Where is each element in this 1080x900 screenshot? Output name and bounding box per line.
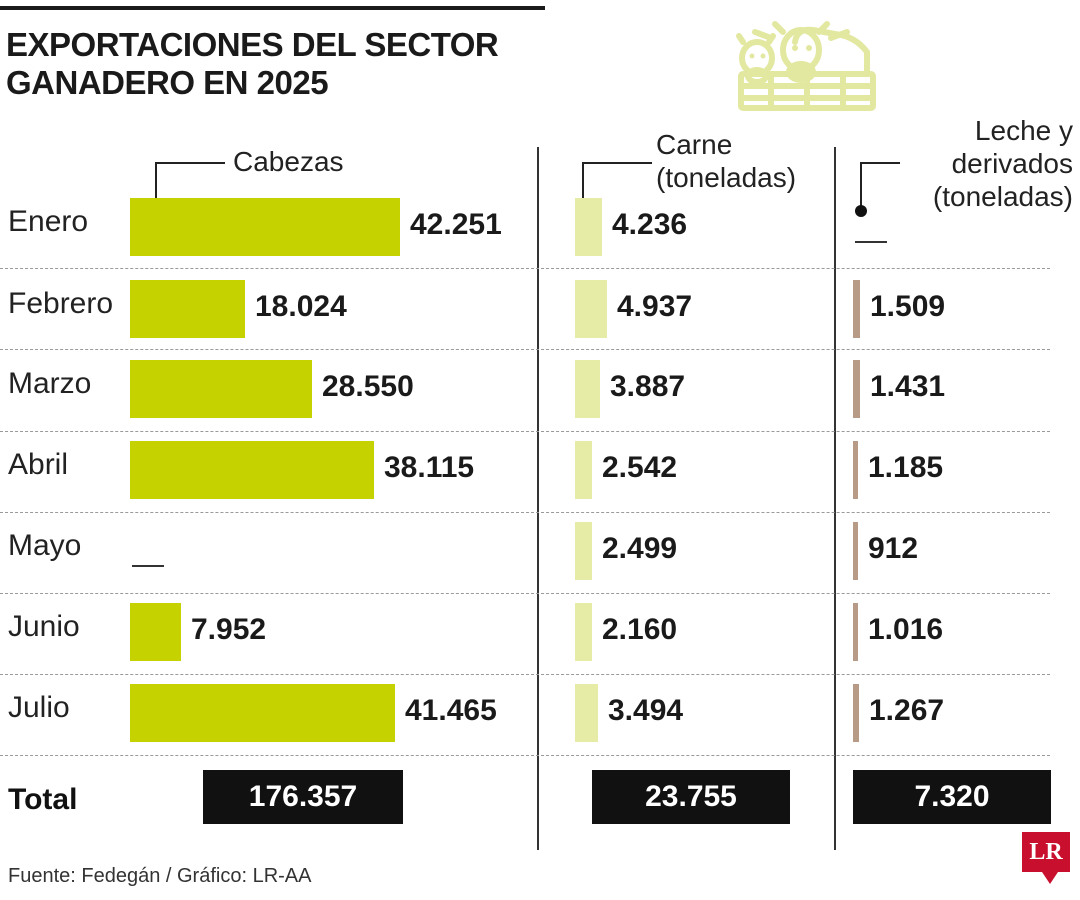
month-label: Marzo [8,367,92,400]
cabezas-bar [130,198,400,256]
lr-logo: LR [1022,832,1070,872]
leche-value-label: 1.431 [870,370,946,403]
carne-bar [575,360,600,418]
cabezas-value-label: 7.952 [191,613,267,646]
carne-bar [575,441,592,499]
leche-bar [853,603,858,661]
month-label: Mayo [8,529,82,562]
column-divider [537,147,539,850]
cabezas-header: Cabezas [233,146,344,177]
carne-total: 23.755 [592,770,790,824]
row-separator [0,755,1050,756]
carne-value-label: 2.499 [602,532,678,565]
lr-logo-tail [1042,872,1058,884]
leche-total: 7.320 [853,770,1051,824]
row-separator [0,512,1050,513]
carne-value-label: 4.937 [617,290,693,323]
row-separator [0,431,1050,432]
month-label: Julio [8,691,70,724]
leche-value-label: 912 [868,532,919,565]
carne-bar [575,280,607,338]
leche-bar [853,441,858,499]
carne-bar [575,603,592,661]
carne-value-label: 3.494 [608,694,684,727]
carne-value-label: 4.236 [612,208,688,241]
row-separator [0,674,1050,675]
cabezas-bar [130,441,374,499]
carne-header: Carne (toneladas) [656,129,797,193]
leche-header: Leche y derivados (toneladas) [932,115,1073,212]
carne-value-label: 3.887 [610,370,686,403]
cabezas-total: 176.357 [203,770,403,824]
row-separator [0,349,1050,350]
cabezas-bar [130,603,181,661]
carne-bar [575,522,592,580]
carne-value-label: 2.160 [602,613,678,646]
cabezas-leader [155,162,225,164]
row-separator [0,593,1050,594]
leche-bar [853,360,860,418]
leche-value-label: 1.267 [869,694,945,727]
month-label: Febrero [8,287,114,320]
carne-leader [582,162,584,210]
leche-bar [853,684,859,742]
source-note: Fuente: Fedegán / Gráfico: LR-AA [8,865,312,887]
cabezas-value-label: 18.024 [255,290,347,323]
month-label: Abril [8,448,69,481]
cabezas-value-label: 41.465 [405,694,497,727]
row-separator [0,268,1050,269]
cabezas-value-label: 28.550 [322,370,414,403]
month-label: Junio [8,610,80,643]
leche-leader-dot [855,205,867,217]
month-label: Enero [8,205,89,238]
cabezas-bar [130,360,312,418]
cows-behind-fence-icon [736,21,876,111]
cabezas-no-data-dash [132,565,164,567]
carne-bar [575,684,598,742]
cabezas-bar [130,684,395,742]
total-label: Total [8,783,78,816]
leche-leader [860,162,900,164]
leche-value-label: 1.509 [870,290,946,323]
leche-bar [853,280,860,338]
leche-value-label: 1.016 [868,613,944,646]
chart-title: EXPORTACIONES DEL SECTOR GANADERO EN 202… [6,26,499,101]
top-rule [0,6,545,10]
carne-bar [575,198,602,256]
cabezas-bar [130,280,245,338]
carne-leader [582,162,652,164]
leche-bar [853,522,858,580]
leche-leader [860,162,862,210]
leche-value-label: 1.185 [868,451,944,484]
cabezas-value-label: 38.115 [384,451,475,484]
carne-value-label: 2.542 [602,451,678,484]
column-divider [834,147,836,850]
cabezas-value-label: 42.251 [410,208,502,241]
cabezas-leader [155,162,157,210]
leche-no-data-dash [855,241,887,243]
